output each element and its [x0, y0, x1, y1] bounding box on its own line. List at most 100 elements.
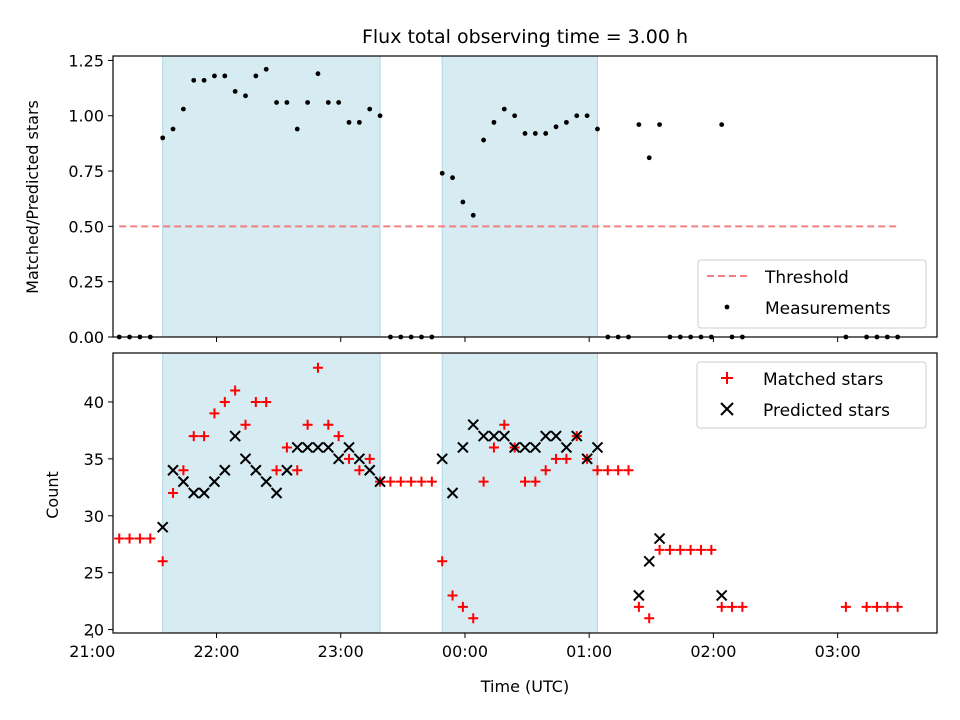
measurement-point	[274, 100, 279, 105]
measurement-point	[377, 113, 383, 119]
shaded-interval-1	[162, 55, 381, 338]
predicted-star-point	[446, 487, 459, 499]
matched-star-point	[333, 431, 344, 442]
matched-star-point	[654, 544, 665, 555]
measurement-point	[657, 122, 662, 127]
measurement-point	[564, 119, 569, 125]
matched-star-point	[271, 465, 282, 476]
predicted-star-point	[560, 441, 573, 454]
measurement-point	[450, 175, 455, 181]
bottom-shaded-intervals	[162, 352, 598, 634]
matched-star-point	[385, 476, 396, 487]
predicted-star-point	[229, 430, 241, 442]
matched-star-point	[168, 488, 179, 498]
predicted-star-point	[301, 441, 314, 454]
top-axes: 0.00 0.25 0.50 0.75 1.00 1.25	[68, 51, 938, 347]
axes-frame	[112, 55, 938, 338]
predicted-star-point	[250, 464, 262, 476]
predicted-star-point	[633, 589, 645, 602]
matched-star-point	[437, 556, 448, 567]
matched-star-point	[312, 362, 323, 373]
bottom-axes: 20 25 30 35 40 21:00 22:00 23:00 00:00 01:00 02:00…	[69, 352, 938, 661]
matched-star-point	[602, 465, 613, 476]
predicted-star-point	[364, 464, 376, 476]
shaded-interval-2	[441, 352, 598, 634]
matched-star-point	[685, 544, 696, 555]
matched-star-point	[219, 396, 230, 407]
matched-star-point	[344, 453, 355, 464]
legend-matched-swatch	[721, 372, 733, 384]
top-ylabel: Matched/Predicted stars	[23, 100, 42, 294]
matched-star-point	[157, 556, 168, 567]
x-tick-label: 00:00	[442, 642, 488, 661]
matched-star-point	[240, 419, 251, 430]
matched-star-point	[281, 442, 292, 453]
predicted-star-point	[550, 430, 562, 442]
measurement-point	[501, 106, 507, 112]
y-tick-label: 1.25	[68, 51, 104, 70]
matched-star-point	[364, 453, 375, 464]
predicted-star-point	[436, 453, 448, 465]
matched-star-point	[447, 590, 458, 601]
matched-star-point	[145, 533, 156, 544]
matched-star-point	[478, 476, 489, 487]
measurement-point	[719, 122, 725, 127]
measurement-point	[522, 131, 528, 136]
matched-star-point	[395, 476, 406, 487]
measurement-point	[595, 126, 600, 132]
predicted-star-point	[715, 589, 728, 602]
matched-star-point	[261, 396, 272, 407]
legend-predicted-swatch	[720, 402, 734, 416]
x-tick-label: 02:00	[690, 642, 736, 661]
matched-star-point	[520, 476, 530, 487]
matched-star-point	[114, 533, 125, 544]
measurement-point	[367, 106, 373, 112]
figure-title: Flux total observing time = 3.00 h	[362, 26, 688, 48]
matched-star-point	[209, 408, 220, 419]
matched-star-point	[737, 601, 748, 612]
predicted-star-point	[177, 475, 190, 488]
matched-star-point	[561, 453, 572, 464]
bottom-xlabel: Time (UTC)	[480, 677, 569, 696]
matched-star-point	[457, 601, 468, 612]
bottom-legend-box	[696, 361, 927, 429]
predicted-star-point	[260, 475, 272, 488]
top-legend-box	[697, 259, 927, 329]
bottom-ylabel: Count	[43, 471, 62, 519]
predicted-star-point	[477, 430, 490, 442]
matched-star-point	[695, 544, 706, 555]
matched-star-point	[178, 465, 189, 476]
matched-star-point	[716, 601, 727, 612]
shaded-interval-2	[441, 55, 598, 338]
measurement-point	[481, 137, 486, 143]
predicted-star-point	[488, 430, 500, 442]
measurement-point	[646, 155, 652, 161]
y-tick-label: 0.00	[68, 328, 104, 347]
predicted-star-point	[539, 430, 552, 442]
x-tick-label: 03:00	[815, 642, 861, 661]
matched-star-point	[706, 544, 717, 555]
measurement-point	[543, 131, 549, 136]
matched-star-point	[250, 396, 261, 407]
matched-star-point	[613, 465, 624, 476]
y-tick-label: 40	[84, 393, 104, 412]
predicted-star-point	[167, 464, 179, 476]
predicted-star-point	[156, 521, 169, 533]
matched-star-point	[727, 601, 738, 612]
predicted-star-point	[467, 418, 479, 431]
measurement-point	[191, 77, 197, 83]
predicted-star-point	[529, 441, 542, 454]
y-tick-label: 0.25	[68, 273, 104, 292]
measurement-point	[160, 135, 166, 141]
predicted-star-point	[498, 430, 511, 442]
predicted-star-point	[643, 555, 655, 568]
matched-star-point	[530, 476, 541, 487]
matched-star-point	[861, 601, 872, 612]
matched-star-point	[323, 419, 334, 430]
predicted-star-point	[198, 487, 210, 499]
predicted-star-point	[353, 453, 366, 465]
matched-star-point	[871, 601, 882, 612]
x-tick-label: 23:00	[318, 642, 364, 661]
matched-star-point	[230, 385, 241, 396]
